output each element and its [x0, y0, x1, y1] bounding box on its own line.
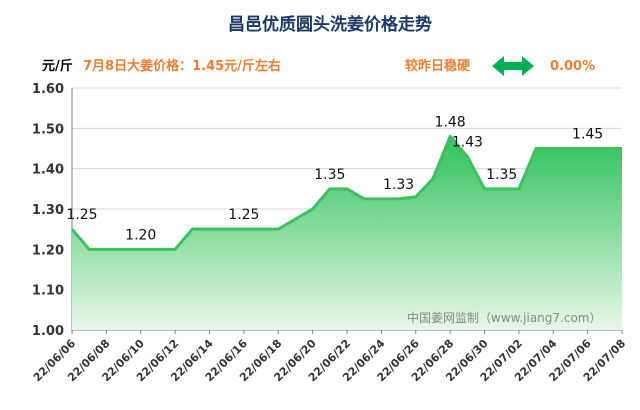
- watermark: 中国姜网监制（www.jiang7.com）: [407, 310, 601, 325]
- plot-area: [70, 134, 622, 330]
- data-label: 1.35: [486, 167, 517, 183]
- series-line: [70, 134, 622, 251]
- x-axis: 22/06/0622/06/0822/06/1022/06/1222/06/14…: [31, 330, 628, 384]
- area-fill: [72, 136, 622, 330]
- compare-value: 0.00%: [550, 59, 595, 74]
- data-label: 1.45: [572, 127, 603, 143]
- data-label: 1.35: [314, 167, 345, 183]
- data-labels: 1.251.201.251.351.331.481.431.351.45: [66, 114, 603, 243]
- y-tick-label: 1.10: [32, 284, 64, 299]
- headline-price: 7月8日大姜价格：1.45元/斤左右: [83, 58, 281, 74]
- data-label: 1.48: [435, 114, 466, 130]
- compare-label: 较昨日稳硬: [405, 58, 471, 74]
- y-tick-label: 1.20: [32, 243, 64, 258]
- y-tick-label: 1.60: [32, 82, 64, 97]
- data-label: 1.33: [383, 177, 414, 193]
- y-tick-label: 1.30: [32, 203, 64, 218]
- unit-label: 元/斤: [42, 58, 73, 74]
- chart-title: 昌邑优质圆头洗姜价格走势: [228, 14, 432, 35]
- data-label: 1.25: [228, 207, 259, 223]
- y-tick-label: 1.40: [32, 163, 64, 178]
- double-arrow-icon: [492, 56, 534, 76]
- y-tick-label: 1.00: [32, 324, 64, 339]
- data-label: 1.20: [125, 227, 156, 243]
- data-label: 1.43: [452, 135, 483, 151]
- y-tick-label: 1.50: [32, 122, 64, 137]
- data-label: 1.25: [66, 207, 97, 223]
